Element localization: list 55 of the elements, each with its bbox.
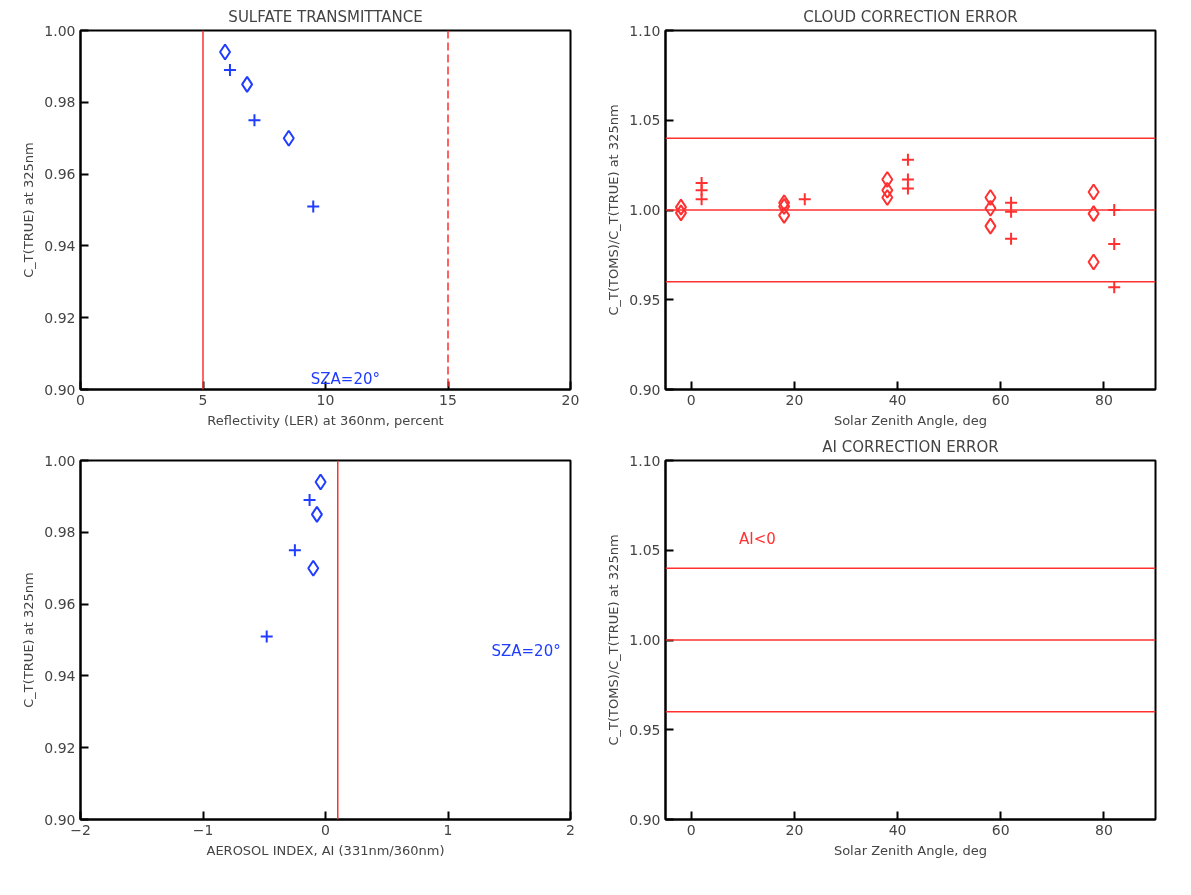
x-tick-label: 20 (785, 821, 804, 838)
x-tick-label: −1 (192, 821, 214, 838)
y-tick-label: 0.92 (44, 739, 76, 756)
y-tick-label: 1.00 (44, 22, 76, 39)
y-axis-title: C_T(TRUE) at 325nm (21, 142, 37, 278)
y-tick-label: 1.00 (629, 632, 661, 648)
y-tick-label: 0.90 (44, 811, 76, 828)
annotation: SZA=20° (310, 369, 381, 388)
y-tick-label: 1.05 (629, 112, 661, 129)
x-tick-label: 15 (439, 391, 457, 408)
x-axis-title: Reflectivity (LER) at 360nm, percent (207, 412, 444, 428)
x-tick-label: 5 (198, 391, 208, 408)
x-tick-label: 40 (888, 821, 907, 838)
y-axis-title: C_T(TRUE) at 325nm (21, 572, 37, 708)
annotation: AI<0 (739, 530, 776, 549)
y-tick-label: 0.94 (44, 237, 76, 254)
x-tick-label: 2 (566, 821, 575, 838)
y-tick-label: 0.90 (629, 381, 661, 398)
chart-title: AI CORRECTION ERROR (822, 437, 999, 456)
x-axis-title: Solar Zenith Angle, deg (833, 842, 988, 858)
y-tick-label: 0.95 (629, 721, 661, 738)
y-tick-label: 0.90 (44, 381, 76, 398)
x-tick-label: 1 (443, 821, 453, 838)
x-tick-label: 10 (316, 391, 335, 408)
y-tick-label: 1.10 (629, 22, 661, 39)
chart-title: SULFATE TRANSMITTANCE (228, 7, 423, 26)
x-tick-label: 80 (1095, 391, 1113, 408)
y-tick-label: 0.90 (629, 811, 661, 828)
chart-title: CLOUD CORRECTION ERROR (803, 7, 1018, 26)
y-tick-label: 0.98 (44, 94, 76, 111)
x-tick-label: 0 (321, 821, 330, 838)
x-tick-label: 0 (686, 821, 696, 838)
x-tick-label: 0 (76, 391, 85, 408)
y-tick-label: 0.96 (44, 166, 76, 183)
y-tick-label: 1.10 (629, 452, 661, 469)
y-tick-label: 0.95 (629, 291, 661, 308)
y-tick-label: 0.96 (44, 596, 76, 613)
x-tick-label: 0 (686, 391, 696, 408)
y-axis-title: C_T(TOMS)/C_T(TRUE) at 325nm (606, 534, 622, 746)
y-tick-label: 0.94 (44, 667, 76, 684)
x-tick-label: 60 (991, 821, 1010, 838)
annotation: SZA=20° (491, 641, 561, 660)
x-tick-label: 20 (785, 391, 804, 408)
y-tick-label: 0.92 (44, 309, 76, 326)
x-axis-title: AEROSOL INDEX, AI (331nm/360nm) (206, 842, 445, 858)
y-tick-label: 0.98 (44, 524, 76, 541)
y-tick-label: 1.00 (44, 452, 76, 469)
y-tick-label: 1.05 (629, 542, 661, 559)
y-axis-title: C_T(TOMS)/C_T(TRUE) at 325nm (606, 104, 622, 316)
x-tick-label: 80 (1095, 821, 1113, 838)
x-tick-label: 40 (888, 391, 907, 408)
x-tick-label: 20 (561, 391, 580, 408)
x-axis-title: Solar Zenith Angle, deg (833, 412, 988, 428)
x-tick-label: 60 (991, 391, 1010, 408)
y-tick-label: 1.00 (629, 202, 661, 218)
